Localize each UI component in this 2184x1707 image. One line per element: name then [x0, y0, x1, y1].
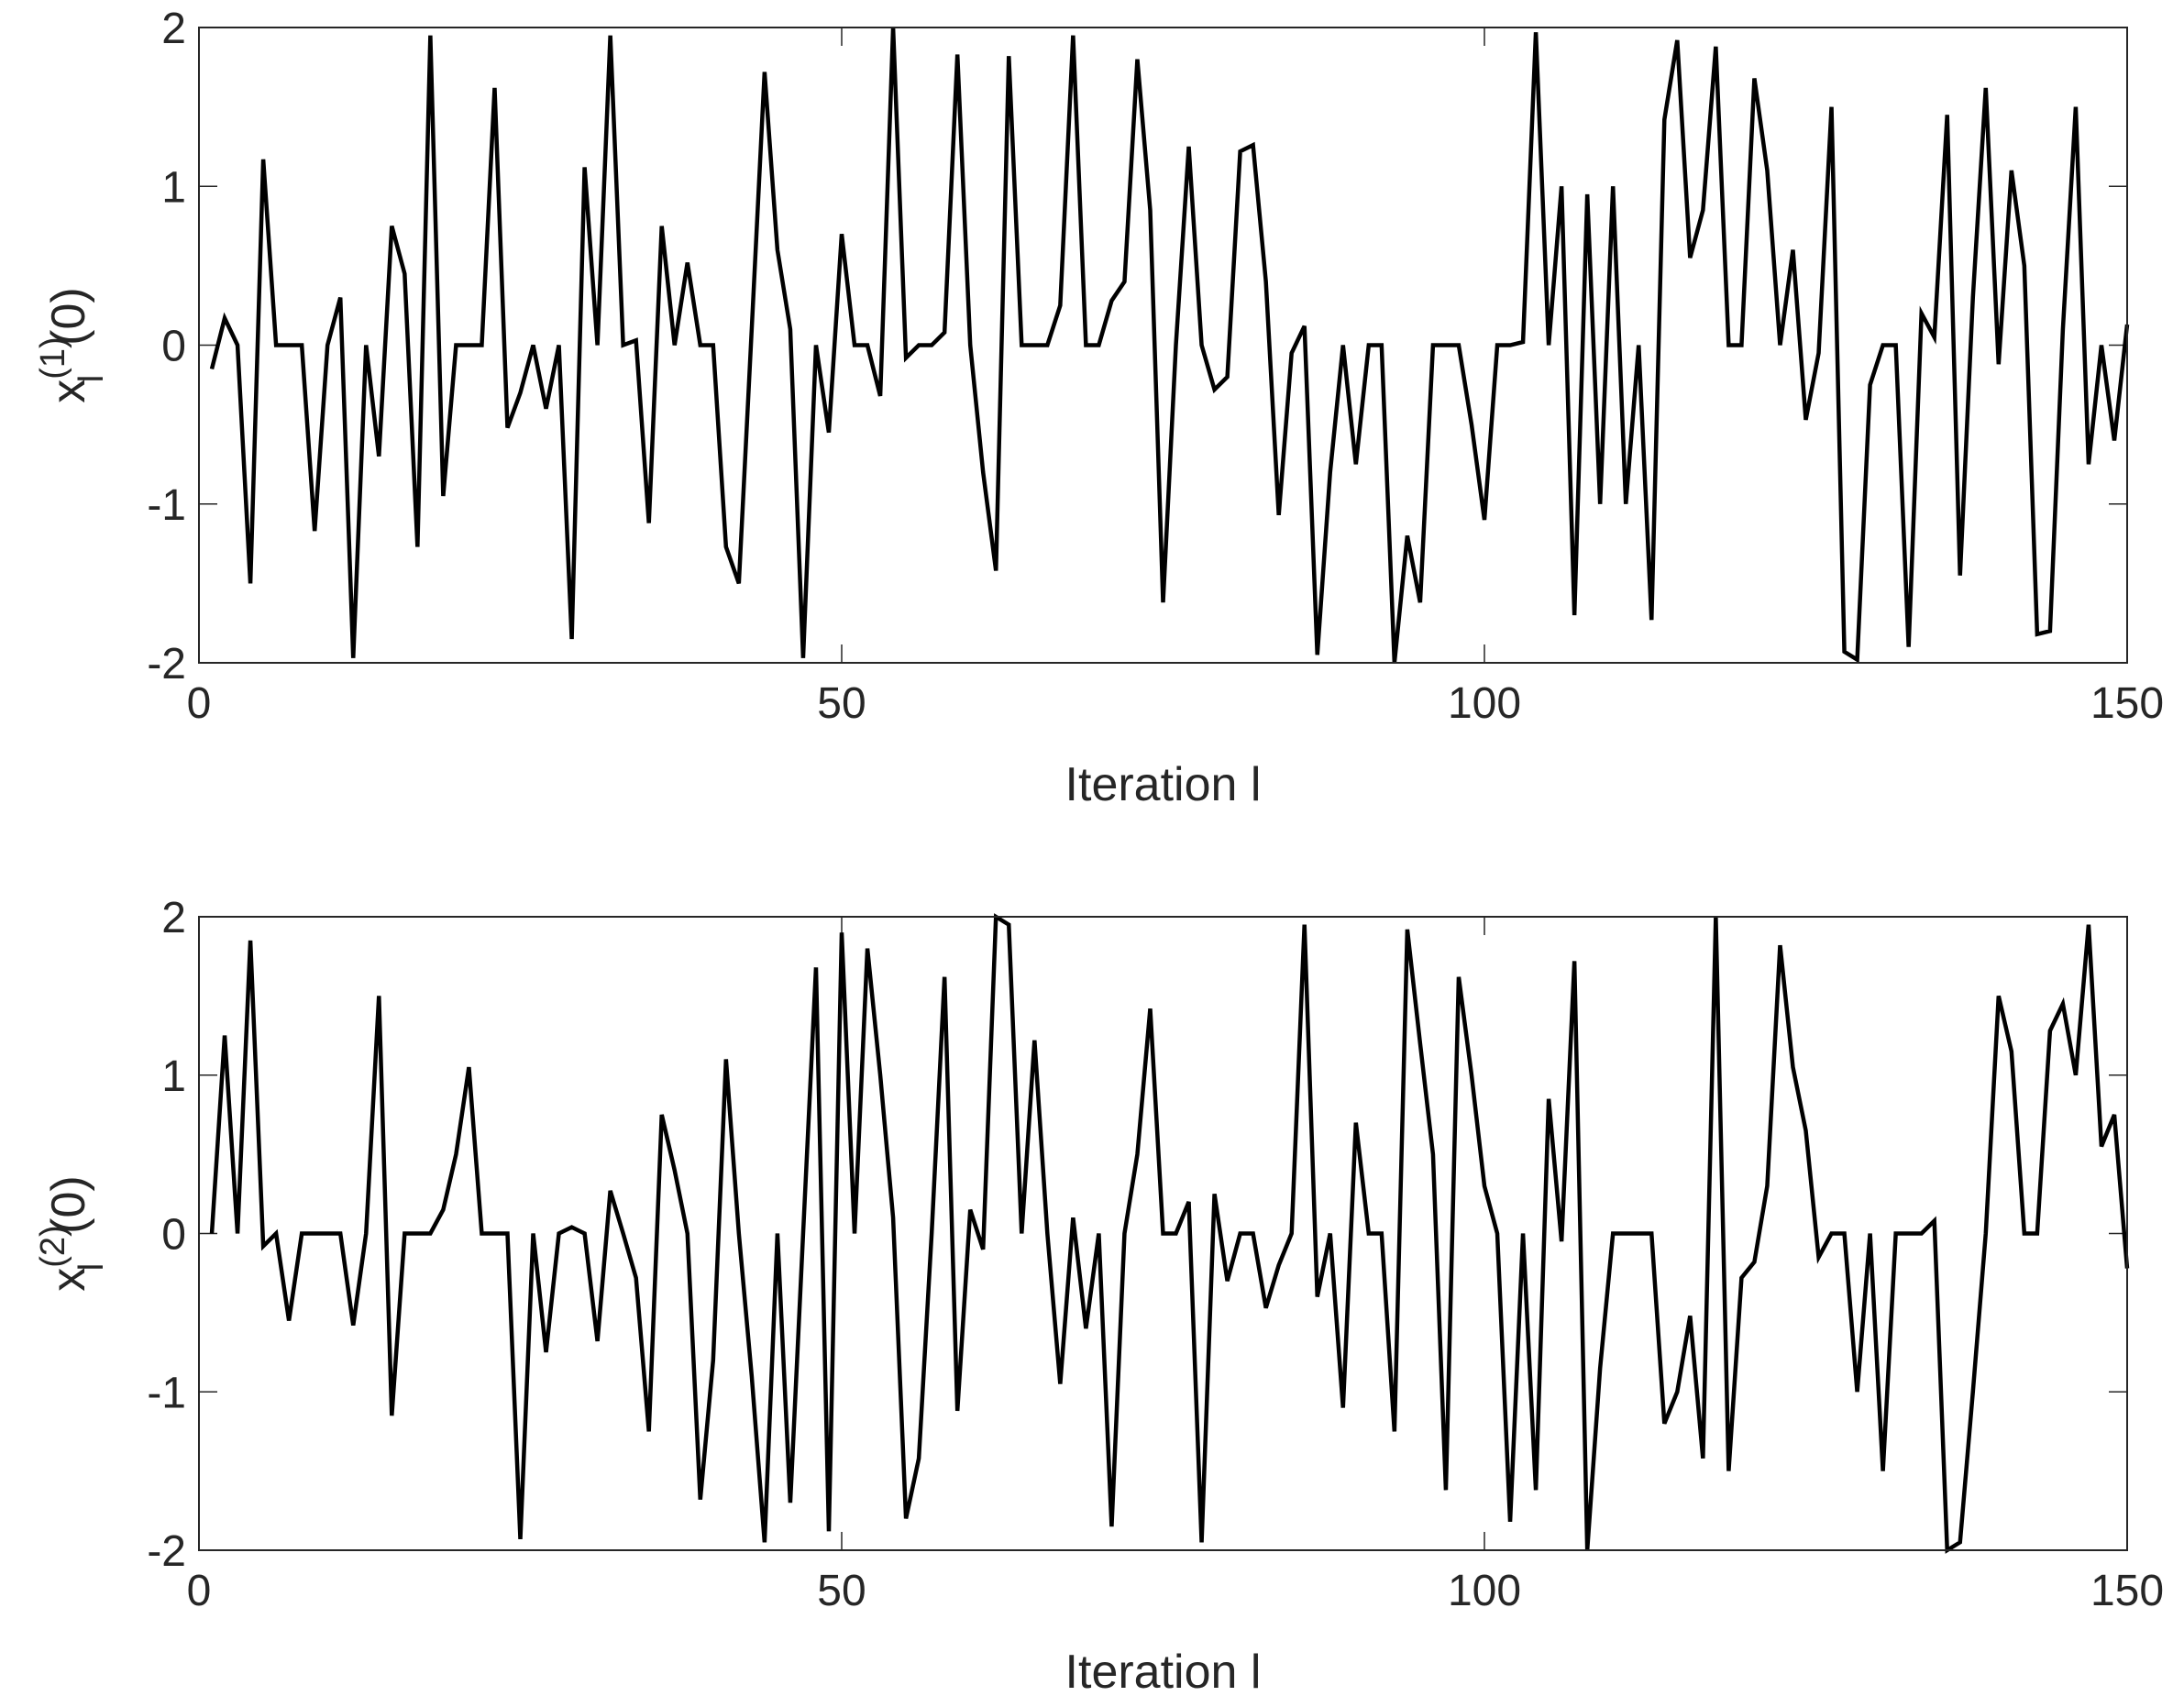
- y-label-tail: (0): [42, 287, 95, 346]
- y-tick-label: -1: [147, 1369, 186, 1417]
- x-axis-label: Iteration l: [1065, 1646, 1262, 1699]
- y-label-sup: (1): [34, 336, 72, 379]
- y-tick-label: -1: [147, 481, 186, 530]
- data-line: [209, 913, 2130, 1554]
- axes-box: [198, 27, 2128, 664]
- y-label-tail: (0): [42, 1175, 95, 1234]
- y-axis-label: x(1)l (0): [34, 287, 111, 402]
- y-label-sup: (2): [34, 1225, 72, 1267]
- axes-box: [198, 916, 2128, 1551]
- x-tick-label: 0: [187, 1567, 212, 1615]
- y-label-sub: l: [72, 1263, 111, 1271]
- x-tick-label: 150: [2090, 1567, 2164, 1615]
- y-tick-label: 2: [161, 5, 186, 53]
- y-label-base: x: [42, 380, 95, 403]
- y-label-base: x: [42, 1268, 95, 1292]
- data-line: [209, 27, 2130, 664]
- y-tick-label: 0: [161, 1211, 186, 1260]
- x-tick-label: 0: [187, 679, 212, 728]
- x-tick-label: 50: [817, 1567, 866, 1615]
- y-tick-label: 1: [161, 1052, 186, 1101]
- x-axis-label: Iteration l: [1065, 758, 1262, 811]
- y-tick-label: 1: [161, 163, 186, 212]
- y-tick-label: 0: [161, 323, 186, 371]
- y-label-sub: l: [72, 375, 111, 382]
- y-axis-label: x(2)l (0): [34, 1175, 111, 1291]
- y-tick-label: 2: [161, 894, 186, 942]
- x-tick-label: 100: [1448, 1567, 1521, 1615]
- x-tick-label: 100: [1448, 679, 1521, 728]
- y-tick-label: -2: [147, 640, 186, 688]
- x-tick-label: 150: [2090, 679, 2164, 728]
- y-tick-label: -2: [147, 1527, 186, 1576]
- x-tick-label: 50: [817, 679, 866, 728]
